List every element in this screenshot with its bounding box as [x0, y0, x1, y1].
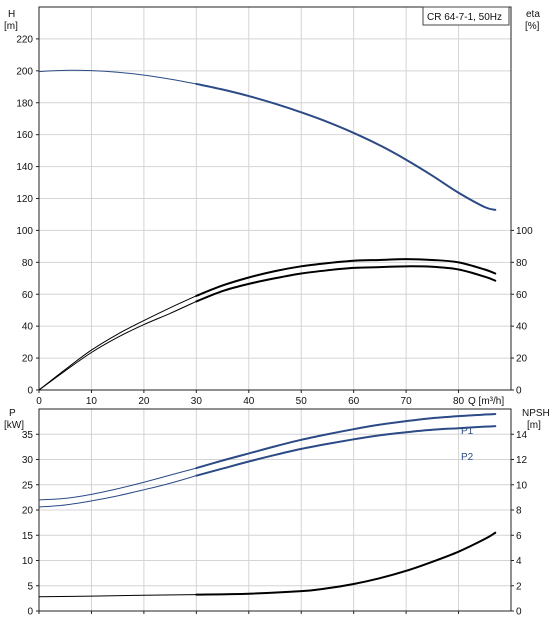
y-tick-label: 5	[27, 581, 33, 592]
x-tick-label: 80	[453, 396, 465, 407]
p2-curve-start	[38, 475, 197, 508]
x-tick-label: 20	[138, 396, 150, 407]
p2-curve	[195, 425, 497, 477]
x-tick-label: 10	[86, 396, 98, 407]
y2-tick-label: 0	[516, 386, 522, 397]
frames-layer	[38, 6, 512, 612]
x-tick-label: 60	[348, 396, 360, 407]
tick-labels-layer: 0204060801001201401601802002200204060801…	[16, 34, 533, 617]
npsh-curve	[195, 531, 497, 596]
y-tick-label: 120	[16, 194, 33, 205]
eta-axis-unit: [%]	[525, 21, 540, 32]
p1-series-label: P1	[461, 426, 474, 437]
y2-tick-label: 40	[516, 322, 528, 333]
y2-tick-label: 80	[516, 258, 528, 269]
y2-tick-label: 12	[516, 455, 528, 466]
grid-layer	[39, 7, 511, 611]
x-tick-label: 30	[191, 396, 203, 407]
y-tick-label: 35	[22, 430, 34, 441]
eta-curve-inner	[195, 265, 497, 303]
head-curve-start	[38, 69, 197, 85]
p2-series-label: P2	[461, 452, 474, 463]
title-box	[422, 6, 510, 26]
y2-tick-label: 4	[516, 556, 522, 567]
y2-tick-label: 10	[516, 480, 528, 491]
y2-tick-label: 60	[516, 290, 528, 301]
head-axis-unit: [m]	[4, 21, 18, 32]
y-tick-label: 160	[16, 130, 33, 141]
y-tick-label: 15	[22, 531, 34, 542]
npsh-axis-label: NPSH	[522, 408, 550, 419]
y-tick-label: 20	[22, 354, 34, 365]
y-tick-label: 180	[16, 98, 33, 109]
y-tick-label: 40	[22, 322, 34, 333]
chart-title: CR 64-7-1, 50Hz	[427, 12, 502, 23]
y-tick-label: 100	[16, 226, 33, 237]
y2-tick-label: 0	[516, 607, 522, 618]
p1-curve	[195, 413, 497, 470]
series-layer	[38, 69, 497, 598]
x-tick-label: 40	[243, 396, 255, 407]
y-tick-label: 0	[27, 386, 33, 397]
eta-curve-inner-start	[38, 300, 197, 391]
y-tick-label: 25	[22, 480, 34, 491]
eta-curve-outer	[195, 258, 497, 297]
head-curve	[195, 82, 497, 211]
power-axis-unit: [kW]	[4, 420, 24, 431]
power-axis-label: P	[9, 408, 16, 419]
eta-curve-outer-start	[38, 295, 197, 391]
y-tick-label: 60	[22, 290, 34, 301]
y-tick-label: 200	[16, 66, 33, 77]
y-tick-label: 220	[16, 34, 33, 45]
y-tick-label: 10	[22, 556, 34, 567]
y-tick-label: 0	[27, 607, 33, 618]
x-tick-label: 50	[296, 396, 308, 407]
p1-curve-start	[38, 467, 197, 501]
y-tick-label: 80	[22, 258, 34, 269]
y2-tick-label: 2	[516, 581, 522, 592]
x-tick-label: 0	[36, 396, 42, 407]
y2-tick-label: 8	[516, 506, 522, 517]
y-tick-label: 30	[22, 455, 34, 466]
y-tick-label: 140	[16, 162, 33, 173]
npsh-curve-start	[38, 594, 197, 598]
y2-tick-label: 6	[516, 531, 522, 542]
npsh-axis-unit: [m]	[527, 420, 541, 431]
y2-tick-label: 100	[516, 226, 533, 237]
eta-axis-label: eta	[526, 9, 540, 20]
y2-tick-label: 20	[516, 354, 528, 365]
flow-axis-label: Q [m³/h]	[468, 396, 504, 407]
head-axis-label: H	[8, 9, 15, 20]
y-tick-label: 20	[22, 506, 34, 517]
y2-tick-label: 14	[516, 430, 528, 441]
x-tick-label: 70	[401, 396, 413, 407]
